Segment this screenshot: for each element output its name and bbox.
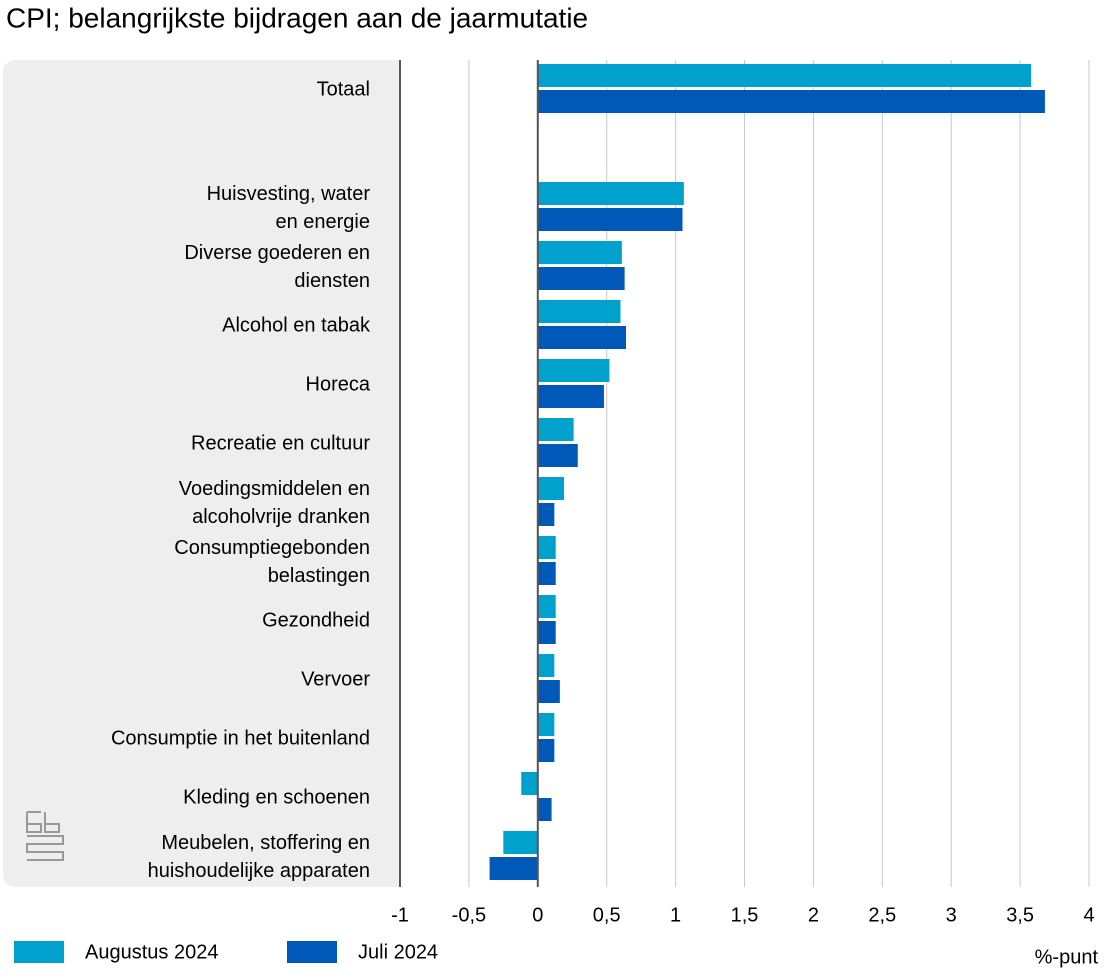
y-tick-label: Alcohol en tabak <box>222 314 371 336</box>
bar <box>537 477 564 500</box>
bar <box>537 64 1032 87</box>
x-tick-label: -1 <box>391 904 409 926</box>
bar <box>537 444 578 467</box>
legend-swatch <box>14 941 64 963</box>
legend-label: Augustus 2024 <box>85 941 218 963</box>
y-tick-label: Horeca <box>306 373 371 395</box>
label-panel <box>3 60 423 887</box>
y-tick-label: Voedingsmiddelen en alcoholvrije dranken <box>179 478 370 528</box>
bar <box>537 621 556 644</box>
bar <box>537 267 625 290</box>
bar <box>537 418 574 441</box>
x-tick-label: 3,5 <box>1006 904 1034 926</box>
legend-label: Juli 2024 <box>358 941 438 963</box>
x-axis-label: %-punt <box>1035 946 1099 968</box>
y-tick-label: Totaal <box>317 78 370 100</box>
y-tick-label: Diverse goederen en diensten <box>184 242 370 292</box>
bar <box>537 359 610 382</box>
bar <box>537 713 555 736</box>
bar <box>537 654 555 677</box>
x-tick-label: 1 <box>670 904 681 926</box>
y-tick-label: Recreatie en cultuur <box>191 432 370 454</box>
bar <box>537 595 556 618</box>
bar <box>537 503 555 526</box>
x-tick-label: 2,5 <box>868 904 896 926</box>
x-tick-label: 0,5 <box>593 904 621 926</box>
bar <box>489 857 538 880</box>
y-tick-label: Kleding en schoenen <box>183 786 370 808</box>
bar <box>537 562 556 585</box>
bar <box>537 241 622 264</box>
bar <box>521 772 538 795</box>
bar <box>537 326 626 349</box>
y-tick-label: Gezondheid <box>262 609 370 631</box>
x-tick-label: 4 <box>1083 904 1094 926</box>
x-tick-label: 1,5 <box>731 904 759 926</box>
bar <box>503 831 538 854</box>
bar <box>537 90 1045 113</box>
y-tick-label: Huisvesting, water en energie <box>207 183 371 233</box>
x-tick-label: -0,5 <box>452 904 486 926</box>
bar <box>537 536 556 559</box>
bar <box>537 680 560 703</box>
bar <box>537 208 683 231</box>
bar <box>537 182 684 205</box>
x-tick-label: 3 <box>946 904 957 926</box>
chart-title: CPI; belangrijkste bijdragen aan de jaar… <box>6 2 588 33</box>
y-tick-label: Meubelen, stoffering en huishoudelijke ap… <box>148 832 370 882</box>
cbs-logo <box>26 811 64 861</box>
plot-area <box>400 56 1107 891</box>
bar <box>537 385 604 408</box>
legend-swatch <box>287 941 337 963</box>
bar <box>537 300 621 323</box>
y-tick-label: Consumptiegebonden belastingen <box>174 537 370 587</box>
x-tick-label: 2 <box>808 904 819 926</box>
x-tick-label: 0 <box>532 904 543 926</box>
y-tick-label: Vervoer <box>301 668 370 690</box>
y-tick-label: Consumptie in het buitenland <box>111 727 370 749</box>
bar <box>537 739 555 762</box>
bar <box>537 798 552 821</box>
